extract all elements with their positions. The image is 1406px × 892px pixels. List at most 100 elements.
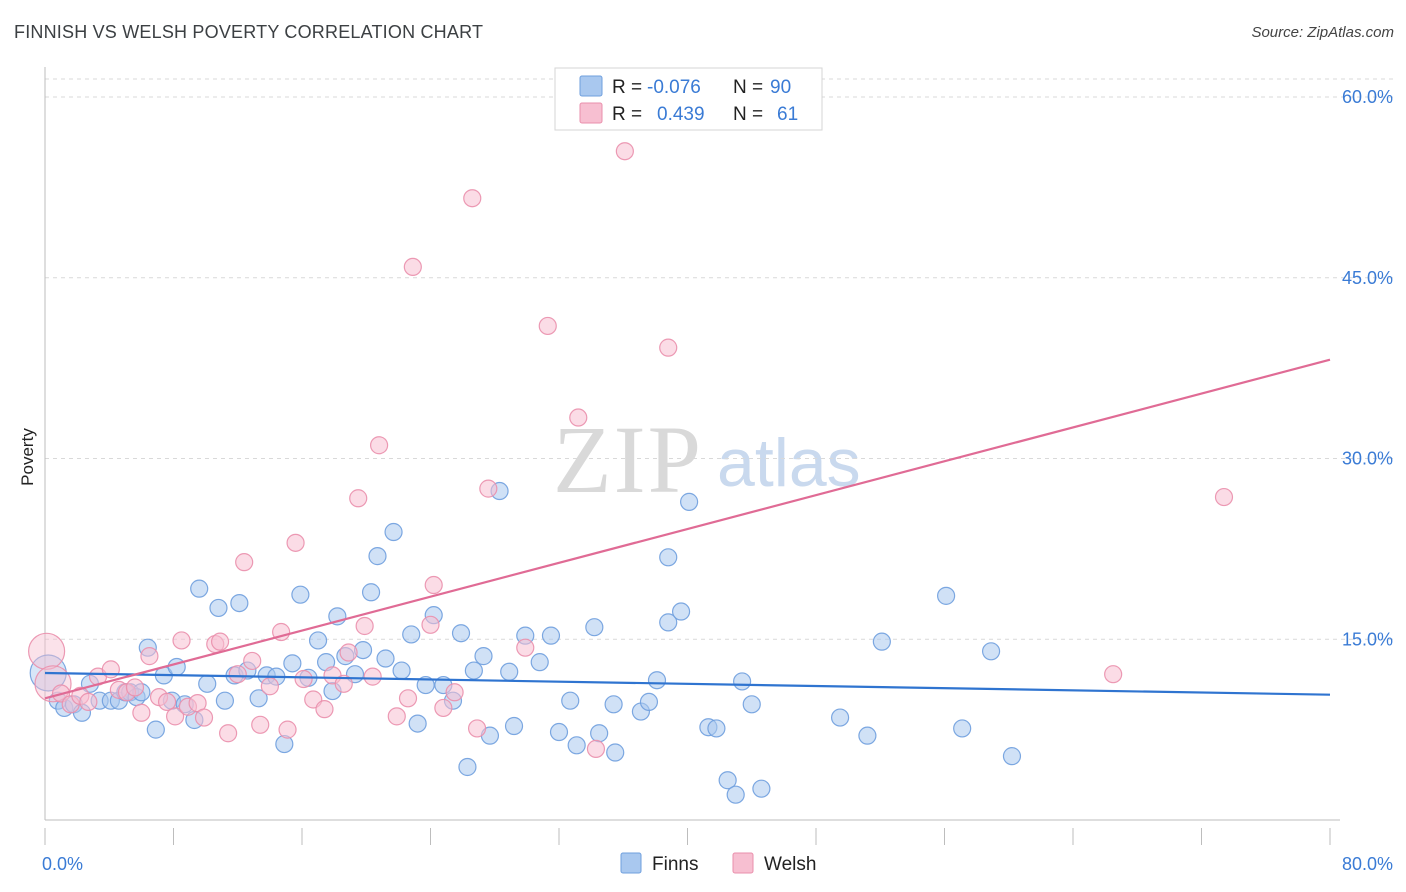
finns-point (830, 708, 850, 727)
welsh-point (445, 683, 464, 702)
welsh-point (243, 651, 262, 671)
welsh-point (251, 715, 270, 734)
welsh-point (172, 631, 191, 650)
welsh-point (228, 665, 247, 684)
finns-point (209, 598, 228, 618)
finns-point (458, 757, 477, 777)
finns-point (561, 691, 580, 710)
finns-point (718, 771, 737, 790)
finns-point (416, 675, 435, 695)
y-tick-label: 45.0% (1342, 268, 1393, 288)
welsh-point (363, 667, 382, 686)
finns-point (408, 714, 427, 733)
welsh-point (79, 692, 98, 712)
legend-swatch-finns (579, 75, 603, 97)
legend-welsh-n-value: 61 (777, 104, 798, 125)
welsh-point (140, 647, 159, 666)
welsh-point (278, 720, 297, 739)
finns-point (733, 672, 752, 691)
finns-trend-line (44, 671, 1331, 696)
finns-point (249, 689, 268, 708)
finns-point (230, 593, 249, 613)
welsh-point (286, 533, 305, 552)
legend-swatch-welsh (579, 102, 603, 124)
welsh-point (659, 338, 678, 357)
welsh-point (615, 142, 634, 161)
welsh-point (132, 703, 151, 722)
welsh-point (28, 632, 66, 670)
finns-point (659, 613, 678, 632)
welsh-point (101, 660, 120, 679)
legend-finns-n-value: 90 (770, 77, 791, 98)
welsh-point (219, 724, 238, 743)
welsh-point (421, 615, 440, 634)
x-tick-labels: 0.0% 80.0% (42, 854, 1393, 874)
series-legend: Finns Welsh (620, 852, 816, 875)
finns-point (291, 585, 310, 604)
finns-point (872, 632, 891, 651)
finns-point (500, 662, 519, 681)
welsh-point (235, 553, 254, 572)
finns-point (606, 743, 625, 762)
y-tick-labels: 15.0% 30.0% 45.0% 60.0% (1342, 87, 1393, 649)
welsh-point (260, 677, 279, 696)
welsh-point (294, 669, 313, 689)
finns-point (376, 649, 395, 668)
y-axis-title: Poverty (18, 428, 37, 486)
welsh-point (1104, 665, 1123, 684)
welsh-point (157, 692, 177, 712)
trend-lines (44, 358, 1331, 700)
legend-finns-r-value: -0.076 (647, 77, 701, 98)
finns-point (604, 695, 623, 714)
chart-title: FINNISH VS WELSH POVERTY CORRELATION CHA… (14, 22, 484, 42)
finns-point (647, 671, 667, 690)
finns-point (146, 720, 165, 739)
bottom-legend-swatch-finns (620, 852, 642, 874)
finns-point (937, 586, 956, 605)
welsh-point (339, 643, 358, 662)
finns-point (567, 736, 586, 755)
finns-point (474, 647, 493, 666)
finns-point (981, 642, 1001, 661)
finns-point (464, 661, 483, 680)
y-tick-label: 60.0% (1342, 87, 1393, 107)
watermark-atlas: atlas (717, 425, 861, 501)
welsh-point (334, 674, 353, 693)
welsh-point (210, 632, 230, 651)
finns-point (742, 695, 761, 714)
finns-point (541, 626, 561, 645)
welsh-point (194, 708, 214, 727)
source-credit: Source: ZipAtlas.com (1251, 24, 1394, 41)
finns-point (504, 716, 524, 736)
finns-point (671, 602, 691, 621)
finns-point (384, 522, 403, 542)
x-tick-label: 0.0% (42, 854, 83, 874)
finns-point (361, 583, 381, 602)
legend-welsh-r-label: R = (612, 104, 642, 125)
finns-point (752, 779, 771, 798)
welsh-point (424, 575, 443, 595)
welsh-point (355, 616, 374, 636)
welsh-point (349, 489, 368, 508)
legend-finns-n-label: N = (733, 77, 763, 98)
bottom-legend-swatch-welsh (732, 852, 754, 874)
finns-point (659, 548, 678, 567)
finns-point (726, 785, 745, 804)
bottom-legend-finns: Finns (652, 854, 698, 875)
welsh-trend-line (44, 358, 1331, 700)
finns-point (549, 722, 569, 742)
welsh-point (387, 707, 406, 726)
y-tick-label: 30.0% (1342, 449, 1393, 469)
finns-point (283, 654, 302, 673)
x-tick-label: 80.0% (1342, 854, 1393, 874)
axes (44, 67, 1340, 845)
y-tick-label: 15.0% (1342, 629, 1393, 649)
watermark: ZIP atlas (553, 406, 861, 513)
welsh-point (1214, 487, 1234, 507)
finns-point (585, 618, 604, 637)
finns-point (680, 492, 699, 511)
correlation-legend: R = -0.076 N = 90 R = 0.439 N = 61 (554, 67, 823, 131)
finns-point (190, 579, 209, 598)
welsh-point (370, 436, 389, 455)
